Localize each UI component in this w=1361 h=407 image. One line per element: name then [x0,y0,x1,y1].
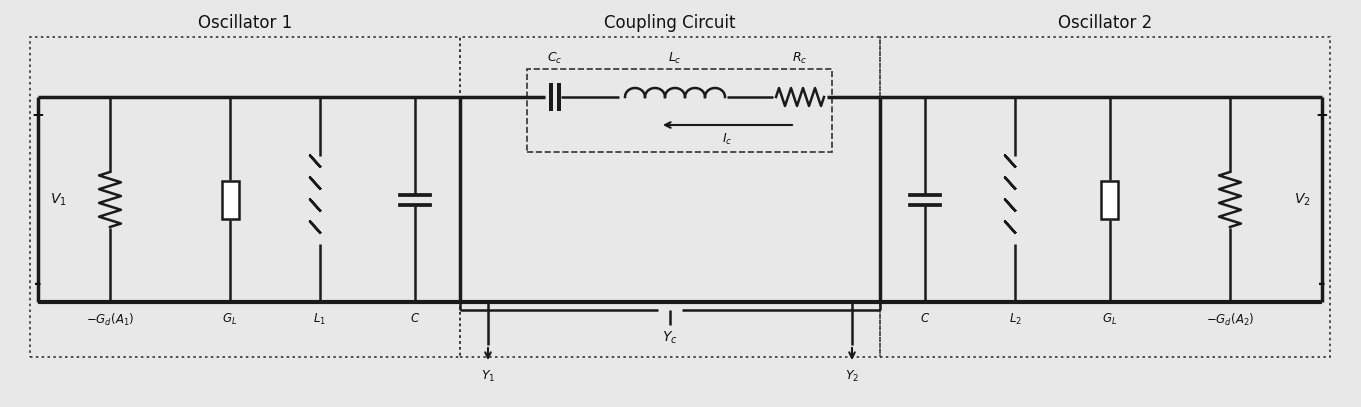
Bar [460,37,881,357]
Text: Oscillator 1: Oscillator 1 [197,14,293,32]
Text: $Y_2$: $Y_2$ [845,369,859,384]
Text: $Y_c$: $Y_c$ [663,330,678,346]
Bar [30,37,460,357]
Text: $L_2$: $L_2$ [1009,312,1022,327]
Bar [1101,180,1119,219]
Text: -: - [1319,275,1326,293]
Text: $-G_d(A_2)$: $-G_d(A_2)$ [1206,312,1255,328]
Text: +: + [1316,107,1328,123]
Bar [527,69,832,152]
Text: $R_c$: $R_c$ [792,51,807,66]
Text: Coupling Circuit: Coupling Circuit [604,14,736,32]
Text: $C_c$: $C_c$ [547,51,562,66]
Text: $G_L$: $G_L$ [1102,312,1117,327]
Text: -: - [34,275,42,293]
Text: V$_2$: V$_2$ [1293,191,1311,208]
Bar [881,37,1330,357]
Text: $G_L$: $G_L$ [222,312,238,327]
Text: $C$: $C$ [410,312,421,325]
Text: $-G_d(A_1)$: $-G_d(A_1)$ [86,312,135,328]
Text: +: + [31,107,45,123]
Text: $L_c$: $L_c$ [668,51,682,66]
Bar [222,180,238,219]
Text: $I_c$: $I_c$ [723,132,732,147]
Text: Oscillator 2: Oscillator 2 [1057,14,1153,32]
Text: $C$: $C$ [920,312,930,325]
Text: V$_1$: V$_1$ [49,191,67,208]
Text: $Y_1$: $Y_1$ [480,369,495,384]
Text: $L_1$: $L_1$ [313,312,327,327]
